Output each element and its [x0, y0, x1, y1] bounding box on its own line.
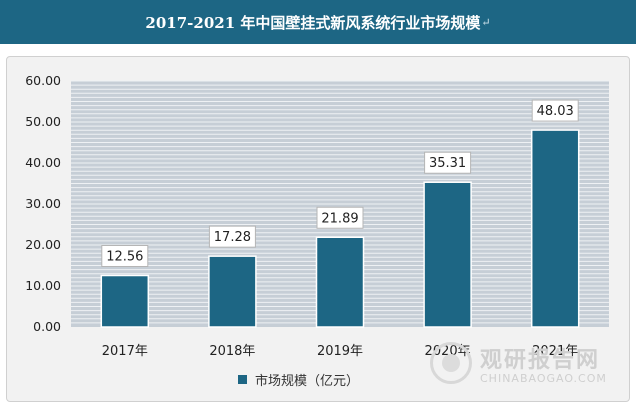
- chart-title: 2017-2021 年中国壁挂式新风系统行业市场规模: [145, 13, 481, 32]
- bar: [100, 274, 150, 328]
- data-label-box: [316, 206, 364, 229]
- data-label-box: [101, 245, 149, 268]
- watermark-name: 观研报告网: [480, 348, 601, 373]
- x-tick-label: 2018年: [209, 344, 255, 359]
- watermark: 观研报告网 CHINABAOGAO.COM: [430, 340, 630, 402]
- bar: [208, 255, 257, 328]
- x-tick-label: 2021年: [532, 344, 578, 359]
- y-tick-label: 30.00: [25, 196, 61, 211]
- y-tick-label: 60.00: [25, 73, 61, 88]
- y-tick-label: 20.00: [25, 237, 61, 252]
- watermark-logo-icon: [430, 342, 472, 384]
- data-label-box: [531, 99, 579, 122]
- data-label-box: [424, 151, 472, 174]
- bar: [315, 236, 365, 328]
- bar-chart: 0.00 10.00 20.00 30.00 40.00 50.00 60.00 12.56 2…: [25, 73, 609, 359]
- legend-swatch: [238, 375, 247, 384]
- data-label: 21.89: [321, 211, 358, 226]
- data-label: 48.03: [537, 104, 574, 119]
- y-tick-label: 10.00: [25, 278, 61, 293]
- x-tick-label: 2019年: [317, 344, 363, 359]
- y-tick-label: 0.00: [33, 319, 61, 334]
- chart-title-bar: 2017-2021 年中国壁挂式新风系统行业市场规模 ↵: [0, 0, 636, 44]
- legend: 市场规模（亿元）: [238, 370, 359, 389]
- watermark-url: CHINABAOGAO.COM: [480, 372, 607, 385]
- bar: [530, 129, 580, 328]
- chart-panel: 0.00 10.00 20.00 30.00 40.00 50.00 60.00 12.56 2…: [6, 56, 630, 402]
- y-tick-label: 40.00: [25, 155, 61, 170]
- x-tick-label: 2017年: [102, 344, 148, 359]
- y-tick-label: 50.00: [25, 114, 61, 129]
- legend-label: 市场规模（亿元）: [255, 374, 360, 389]
- return-mark-icon: ↵: [481, 15, 491, 29]
- data-label: 12.56: [106, 250, 143, 265]
- data-label: 35.31: [429, 156, 466, 171]
- data-label: 17.28: [214, 230, 251, 245]
- bar: [423, 181, 472, 328]
- data-label-box: [208, 225, 256, 248]
